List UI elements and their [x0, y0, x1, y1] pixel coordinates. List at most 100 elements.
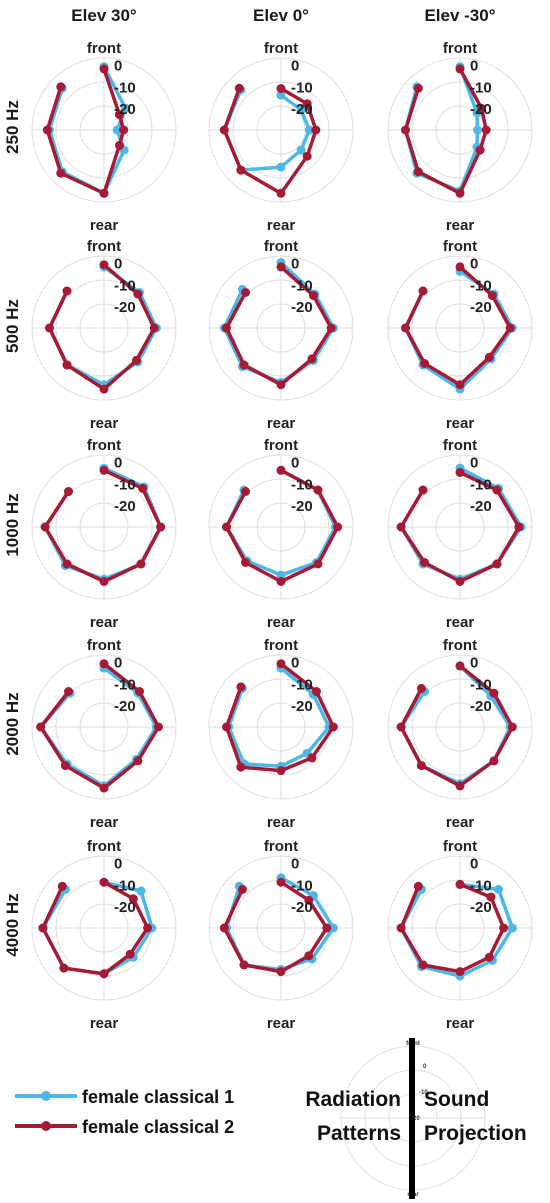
front-label: front	[443, 637, 477, 654]
caption-patterns: Patterns	[317, 1122, 401, 1145]
data-point-female-classical-2-135	[492, 559, 502, 569]
polar-panel-1000-hz-elev-30: 0 -10 -20 front rear	[31, 437, 177, 631]
data-point-female-classical-2-180	[455, 188, 465, 198]
rear-label: rear	[267, 1015, 296, 1032]
data-point-female-classical-2-315	[236, 682, 246, 692]
data-point-female-classical-2-135	[133, 756, 143, 766]
series-line-female-classical-2	[399, 470, 521, 584]
row-header-1000hz: 1000 Hz	[3, 493, 22, 556]
data-point-female-classical-2-225	[241, 558, 250, 567]
data-point-female-classical-2-135	[475, 145, 485, 155]
front-label: front	[443, 437, 477, 454]
data-point-female-classical-2-0	[99, 877, 109, 887]
ring-label: -20	[470, 101, 492, 118]
data-point-female-classical-2-315	[62, 286, 72, 296]
ring-label: -20	[114, 899, 136, 916]
data-point-female-classical-2-135	[125, 949, 135, 959]
ring-label: -10	[114, 476, 136, 493]
ring-label: 0	[470, 856, 478, 873]
rear-label: rear	[90, 415, 119, 432]
series-line-female-classical-2	[224, 265, 333, 387]
series-line-female-classical-1	[226, 666, 331, 769]
row-header-2000hz: 2000 Hz	[3, 692, 22, 755]
data-point-female-classical-2-270	[222, 522, 231, 532]
legend-label-female-classical-2: female classical 2	[82, 1117, 234, 1137]
data-point-female-classical-2-0	[276, 262, 286, 272]
data-point-female-classical-1-135	[296, 145, 306, 155]
ring-label: -10	[470, 476, 492, 493]
data-point-female-classical-2-45	[128, 894, 138, 904]
data-point-female-classical-2-315	[241, 487, 250, 496]
data-point-female-classical-2-0	[276, 877, 286, 887]
data-point-female-classical-2-90	[514, 522, 524, 532]
ring-label: 0	[114, 655, 122, 672]
data-point-female-classical-2-90	[143, 923, 153, 933]
polar-panel-2000-hz-elev-0: 0 -10 -20 front rear	[208, 637, 354, 831]
ring-label: -10	[291, 877, 313, 894]
rear-label: rear	[446, 415, 475, 432]
rear-label: rear	[446, 614, 475, 631]
series-line-female-classical-2	[399, 882, 506, 974]
row-header-4000hz: 4000 Hz	[3, 893, 22, 956]
ring-label: -20	[114, 698, 136, 715]
rear-label: rear	[267, 614, 296, 631]
rear-label: rear	[90, 1015, 119, 1032]
column-header-elev-minus-30: Elev -30°	[424, 6, 495, 25]
column-header-elev-0: Elev 0°	[253, 6, 309, 25]
data-point-female-classical-2-180	[276, 188, 286, 198]
data-point-female-classical-2-270	[401, 125, 410, 135]
data-point-female-classical-1-45	[136, 886, 146, 896]
polar-panel-2000-hz-elev-minus-30: 0 -10 -20 front rear	[387, 637, 533, 831]
polar-panel-250-hz-elev-30: 0 -10 -20 front rear	[31, 40, 177, 234]
mini-ring-label-10: -10	[419, 1090, 428, 1096]
data-point-female-classical-2-45	[308, 291, 318, 301]
data-point-female-classical-2-225	[239, 360, 249, 370]
ring-label: -10	[114, 877, 136, 894]
caption-projection: Projection	[424, 1122, 527, 1145]
front-label: front	[264, 437, 298, 454]
rear-label: rear	[267, 217, 296, 234]
front-label: front	[264, 238, 298, 255]
ring-label: 0	[291, 58, 299, 75]
row-header-500hz: 500 Hz	[3, 299, 22, 353]
data-point-female-classical-2-45	[486, 892, 496, 902]
data-point-female-classical-2-315	[413, 881, 423, 891]
data-point-female-classical-2-0	[99, 659, 109, 669]
data-point-female-classical-2-45	[304, 895, 314, 905]
data-point-female-classical-2-225	[413, 167, 423, 177]
ring-label: -10	[114, 676, 136, 693]
ring-label: 0	[291, 455, 299, 472]
ring-label: -20	[470, 698, 492, 715]
data-point-female-classical-2-270	[396, 923, 406, 933]
data-point-female-classical-2-90	[119, 125, 129, 135]
legend: female classical 1 female classical 2	[15, 1087, 234, 1137]
data-point-female-classical-2-135	[131, 355, 141, 365]
data-point-female-classical-2-315	[234, 83, 244, 93]
data-point-female-classical-2-45	[302, 99, 312, 109]
data-point-female-classical-2-270	[45, 323, 54, 333]
series-line-female-classical-2	[224, 662, 336, 773]
mini-ring-label-20: -20	[411, 1116, 420, 1122]
ring-label: 0	[470, 256, 478, 273]
data-point-female-classical-2-45	[313, 485, 323, 495]
ring-label: -20	[470, 498, 492, 515]
data-point-female-classical-2-90	[505, 323, 515, 333]
data-point-female-classical-2-225	[59, 963, 69, 973]
series-line-female-classical-2	[222, 86, 318, 196]
ring-label: -20	[470, 899, 492, 916]
data-point-female-classical-2-315	[416, 683, 426, 693]
ring-label: 0	[470, 655, 478, 672]
data-point-female-classical-1-90	[304, 125, 314, 135]
data-point-female-classical-2-90	[507, 722, 517, 732]
data-point-female-classical-2-45	[133, 289, 143, 299]
data-point-female-classical-2-225	[239, 960, 249, 970]
legend-marker-female-classical-1	[41, 1091, 51, 1101]
data-point-female-classical-2-135	[484, 352, 494, 362]
rear-label: rear	[267, 415, 296, 432]
data-point-female-classical-2-180	[99, 188, 109, 198]
ring-label: -10	[291, 277, 313, 294]
series-line-female-classical-2	[403, 265, 512, 387]
column-header-elev-30: Elev 30°	[71, 6, 137, 25]
series-line-female-classical-2	[38, 662, 161, 790]
ring-label: -20	[291, 899, 313, 916]
